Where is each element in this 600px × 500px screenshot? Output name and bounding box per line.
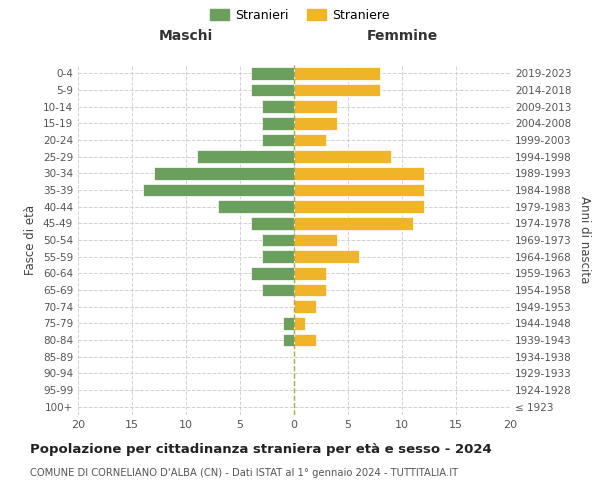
Bar [294,184,424,196]
Text: Femmine: Femmine [367,28,437,42]
Bar [294,117,337,130]
Bar [251,67,294,80]
Bar [294,67,380,80]
Bar [294,250,359,263]
Bar [294,284,326,296]
Bar [294,317,305,330]
Bar [262,100,294,113]
Bar [294,150,391,163]
Bar [294,267,326,280]
Bar [218,200,294,213]
Bar [154,167,294,179]
Y-axis label: Anni di nascita: Anni di nascita [578,196,591,284]
Bar [294,100,337,113]
Bar [294,334,316,346]
Legend: Stranieri, Straniere: Stranieri, Straniere [210,8,390,22]
Bar [294,234,337,246]
Bar [262,117,294,130]
Text: Popolazione per cittadinanza straniera per età e sesso - 2024: Popolazione per cittadinanza straniera p… [30,442,492,456]
Bar [262,234,294,246]
Bar [283,334,294,346]
Bar [197,150,294,163]
Bar [294,217,413,230]
Bar [262,284,294,296]
Text: Maschi: Maschi [159,28,213,42]
Bar [251,84,294,96]
Bar [294,200,424,213]
Bar [251,267,294,280]
Y-axis label: Fasce di età: Fasce di età [25,205,37,275]
Text: COMUNE DI CORNELIANO D'ALBA (CN) - Dati ISTAT al 1° gennaio 2024 - TUTTITALIA.IT: COMUNE DI CORNELIANO D'ALBA (CN) - Dati … [30,468,458,477]
Bar [294,134,326,146]
Bar [262,250,294,263]
Bar [294,84,380,96]
Bar [251,217,294,230]
Bar [143,184,294,196]
Bar [262,134,294,146]
Bar [283,317,294,330]
Bar [294,167,424,179]
Bar [294,300,316,313]
